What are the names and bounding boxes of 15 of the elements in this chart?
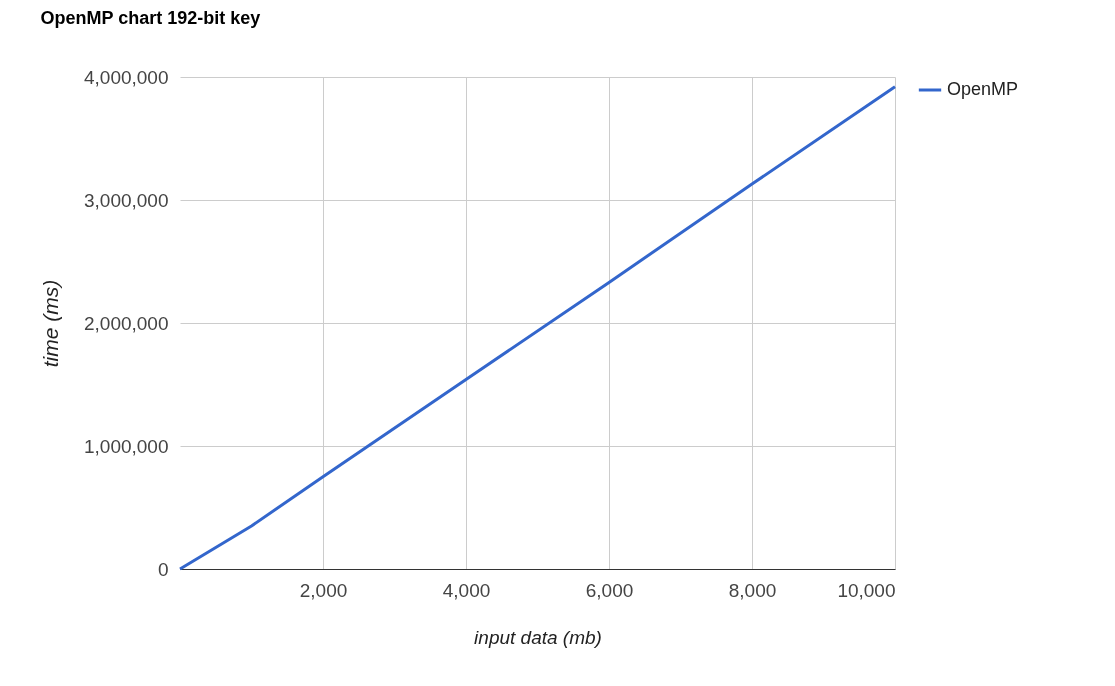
x-tick-label: 6,000 bbox=[585, 579, 634, 601]
y-tick-label: 3,000,000 bbox=[83, 189, 169, 211]
x-tick-label: 8,000 bbox=[728, 579, 777, 601]
x-tick-label: 10,000 bbox=[837, 579, 896, 601]
y-axis-title: time (ms) bbox=[38, 279, 62, 368]
line-series bbox=[178, 85, 897, 571]
x-tick-label: 2,000 bbox=[299, 579, 348, 601]
y-tick-label: 2,000,000 bbox=[83, 312, 169, 334]
x-tick-label: 4,000 bbox=[442, 579, 491, 601]
x-axis-title: input data (mb) bbox=[474, 626, 602, 648]
legend-label: OpenMP bbox=[947, 79, 1019, 99]
y-tick-label: 0 bbox=[157, 558, 169, 580]
chart-title: OpenMP chart 192-bit key bbox=[40, 8, 261, 28]
y-tick-label: 4,000,000 bbox=[83, 66, 169, 88]
y-tick-label: 1,000,000 bbox=[83, 435, 169, 457]
